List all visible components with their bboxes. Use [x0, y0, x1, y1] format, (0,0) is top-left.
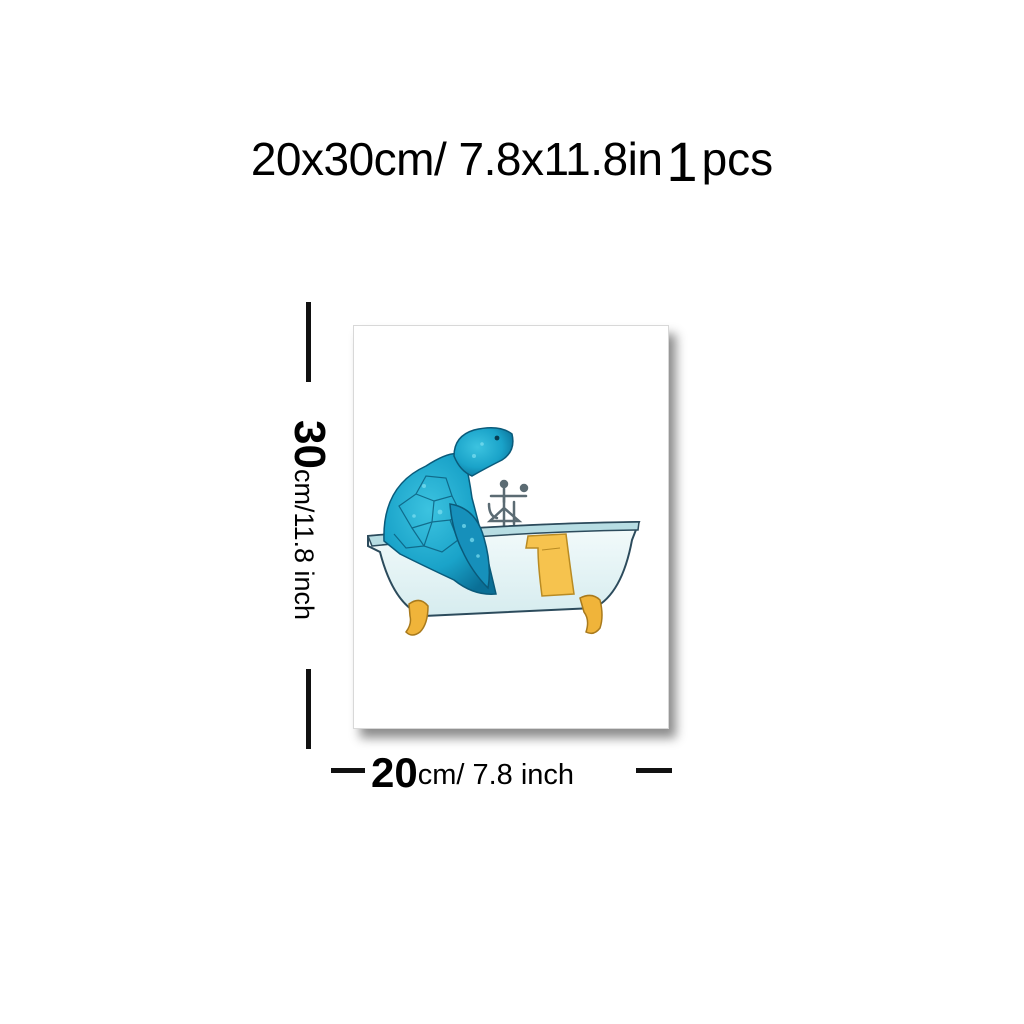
width-dimension-line-right	[636, 768, 672, 773]
width-unit-text: cm/ 7.8 inch	[417, 759, 575, 791]
title-quantity: 1	[666, 130, 698, 193]
towel-icon	[525, 533, 575, 597]
tub-feet	[405, 594, 603, 636]
height-dimension-label: 30cm/11.8 inch	[285, 419, 334, 621]
turtle-bathtub-illustration	[366, 427, 641, 636]
title-unit: pcs	[701, 133, 774, 185]
height-dimension-line-top	[306, 302, 311, 382]
art-print	[353, 325, 669, 729]
width-dimension-line-left	[331, 768, 365, 773]
title-dimensions: 20x30cm/ 7.8x11.8in	[250, 133, 663, 185]
width-dimension-label: 20cm/ 7.8 inch	[371, 752, 574, 794]
height-number: 30	[285, 419, 334, 469]
product-size-title: 20x30cm/ 7.8x11.8in1pcs	[0, 134, 1024, 190]
height-unit-text: cm/11.8 inch	[289, 468, 319, 621]
width-number: 20	[371, 749, 418, 796]
height-dimension-line-bottom	[306, 669, 311, 749]
turtle-icon	[383, 427, 514, 595]
faucet-icon	[486, 479, 529, 528]
